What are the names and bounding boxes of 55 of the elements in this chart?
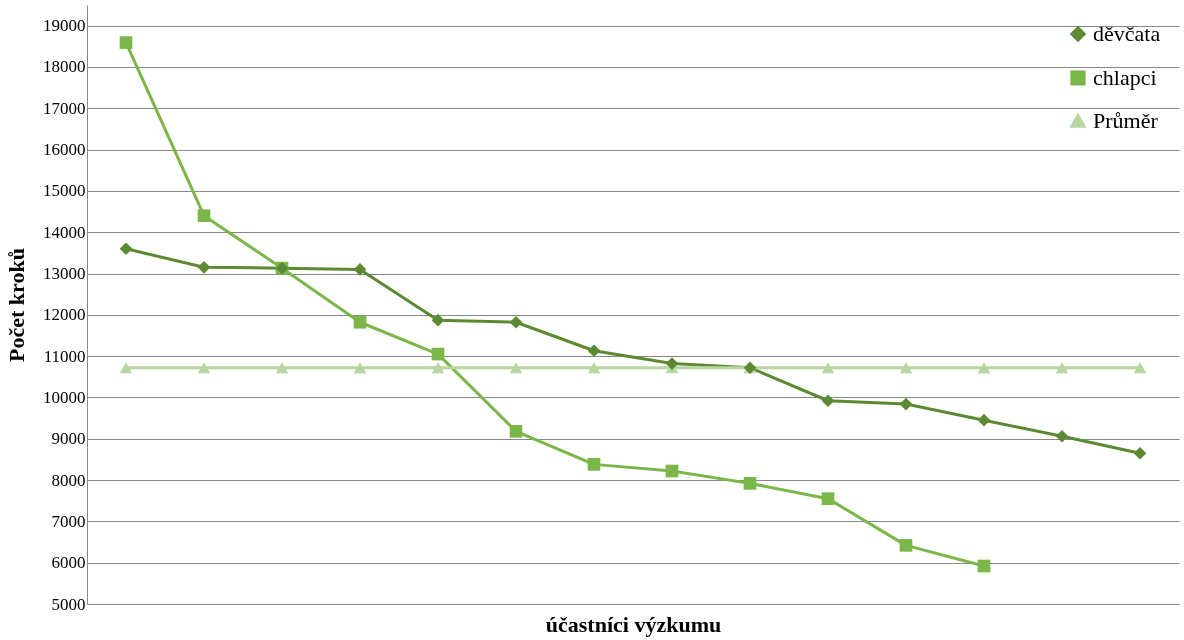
y-tick-label: 8000 (51, 470, 86, 490)
y-tick-label: 19000 (43, 16, 86, 36)
y-tick-label: 9000 (51, 429, 86, 449)
point (1055, 429, 1069, 443)
point (899, 362, 913, 374)
point (197, 362, 211, 374)
y-tick-label: 17000 (43, 98, 86, 118)
x-axis-title: účastníci výzkumu (545, 611, 722, 637)
legend-label: chlapci (1093, 65, 1157, 90)
y-tick-label: 13000 (43, 264, 86, 284)
point (509, 315, 523, 329)
point (431, 313, 445, 327)
y-tick-label: 14000 (43, 222, 86, 242)
point (509, 362, 523, 374)
point (197, 209, 211, 223)
point (821, 394, 835, 408)
point (431, 347, 445, 361)
y-tick-label: 11000 (43, 346, 86, 366)
y-tick-label: 18000 (43, 57, 86, 77)
point (665, 464, 679, 478)
point (977, 362, 991, 374)
point (743, 477, 757, 490)
y-tick-label: 12000 (43, 305, 86, 325)
point (587, 344, 601, 358)
point (899, 397, 913, 411)
point (821, 362, 835, 374)
legend-label: Průměr (1093, 108, 1159, 133)
point (977, 413, 991, 427)
point (587, 362, 601, 374)
y-tick-label: 10000 (43, 387, 86, 407)
y-tick-label: 5000 (51, 594, 86, 614)
point (665, 357, 679, 370)
point (119, 242, 133, 256)
point (353, 263, 367, 276)
legend-label: děvčata (1093, 21, 1161, 46)
point (275, 362, 289, 374)
point (899, 539, 913, 552)
point (353, 315, 367, 329)
y-axis-title: Počet kroků (4, 248, 29, 362)
y-tick-label: 15000 (43, 181, 86, 201)
y-tick-label: 16000 (43, 140, 86, 160)
point (587, 458, 601, 471)
point (1133, 446, 1147, 460)
point (119, 362, 133, 374)
point (431, 362, 445, 374)
point (977, 559, 991, 573)
point (1133, 362, 1147, 374)
point (821, 492, 835, 505)
point (197, 261, 211, 274)
point (353, 362, 367, 374)
y-tick-label: 7000 (51, 511, 86, 531)
point (119, 36, 133, 49)
point (1055, 362, 1069, 374)
point (509, 425, 523, 438)
y-tick-label: 6000 (51, 553, 86, 573)
